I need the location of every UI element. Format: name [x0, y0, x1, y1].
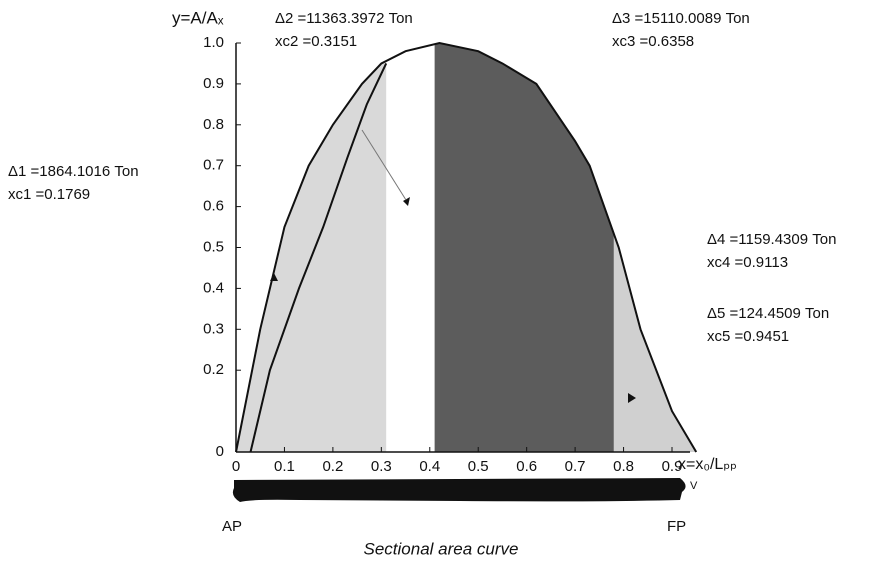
- shaded-region: [613, 43, 697, 452]
- annotation: Δ4 =1159.4309 Ton: [707, 231, 836, 248]
- y-tick-label: 0.6: [203, 198, 224, 215]
- x-tick-label: 0: [232, 458, 240, 475]
- x-tick-label: 0.6: [516, 458, 537, 475]
- y-tick-label: 0.5: [203, 238, 224, 255]
- curve: [249, 63, 388, 453]
- x-tick-label: 0.2: [322, 458, 343, 475]
- y-tick-label: 0.3: [203, 320, 224, 337]
- annotation: Δ1 =1864.1016 Ton: [8, 163, 139, 180]
- y-tick-label: 0.7: [203, 157, 224, 174]
- y-tick-label: 0.9: [203, 75, 224, 92]
- hull: [232, 478, 686, 502]
- y-tick-label: 0.2: [203, 361, 224, 378]
- arrow-head: [628, 393, 636, 403]
- y-tick-label: 1.0: [203, 34, 224, 51]
- x-tick-label: 0.3: [371, 458, 392, 475]
- x-tick-label: 0.9: [662, 458, 683, 475]
- x-axis-label: x=x₀/Lₚₚ: [678, 456, 737, 473]
- annotation: xc3 =0.6358: [612, 33, 694, 50]
- x-tick-label: 0.8: [613, 458, 634, 475]
- hull-label: V: [690, 480, 698, 492]
- caption: Sectional area curve: [364, 539, 519, 558]
- annotation: xc1 =0.1769: [8, 186, 90, 203]
- annotation: xc5 =0.9451: [707, 328, 789, 345]
- y-axis-label: y=A/Aₓ: [172, 8, 224, 27]
- hull-label: AP: [222, 518, 242, 535]
- y-tick-label: 0.4: [203, 279, 224, 296]
- annotation: xc4 =0.9113: [707, 254, 788, 271]
- shaded-region: [434, 43, 614, 452]
- annotation: Δ2 =11363.3972 Ton: [275, 10, 413, 27]
- x-tick-label: 0.4: [419, 458, 440, 475]
- x-tick-label: 0.5: [468, 458, 489, 475]
- arrow-line: [361, 129, 407, 201]
- y-tick-label: 0: [216, 443, 224, 460]
- annotation: Δ3 =15110.0089 Ton: [612, 10, 750, 27]
- x-tick-label: 0.7: [565, 458, 586, 475]
- arrow-head: [403, 197, 410, 206]
- y-tick-label: 0.8: [203, 116, 224, 133]
- x-tick-label: 0.1: [274, 458, 295, 475]
- shaded-region: [236, 43, 387, 452]
- curve: [235, 41, 698, 453]
- hull-label: FP: [667, 518, 686, 535]
- annotation: Δ5 =124.4509 Ton: [707, 305, 829, 322]
- annotation: xc2 =0.3151: [275, 33, 357, 50]
